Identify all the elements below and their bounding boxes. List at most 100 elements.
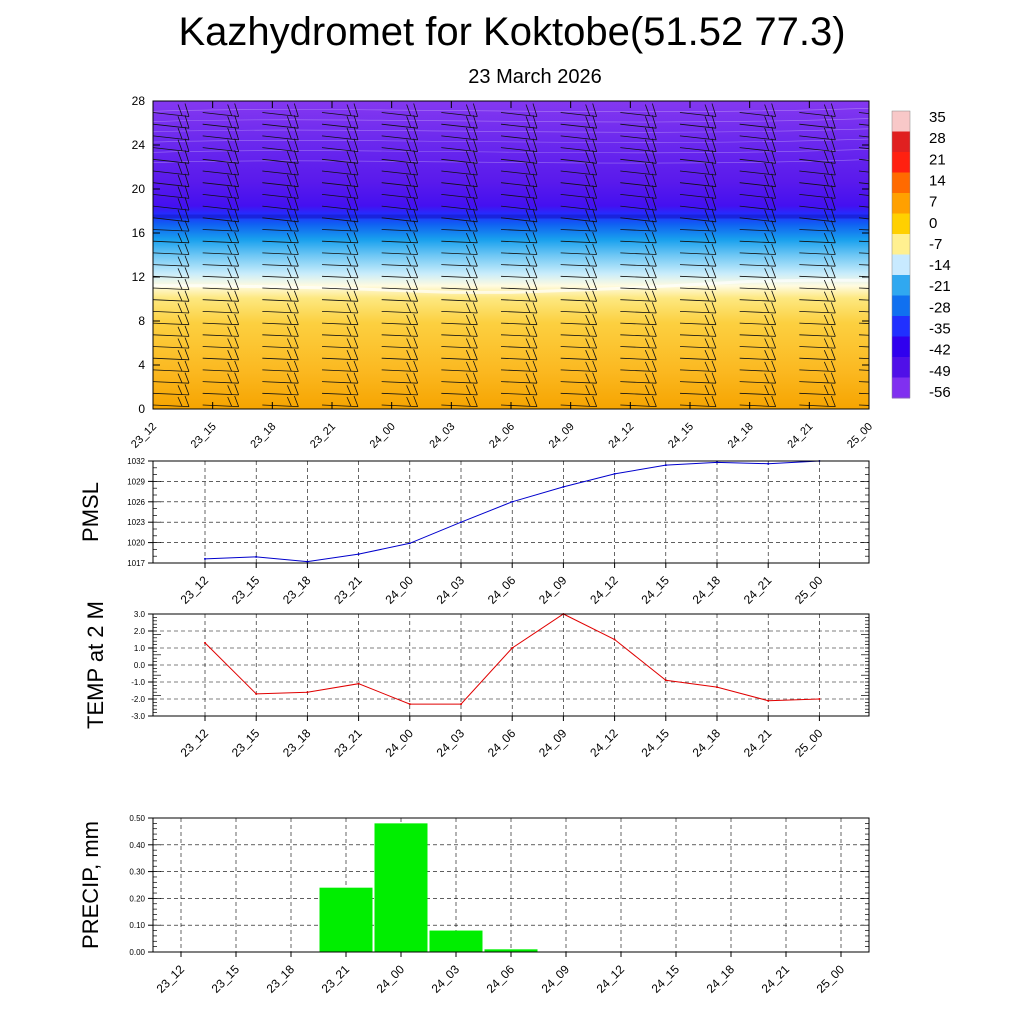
wind-barb-flag bbox=[830, 384, 836, 396]
wind-barb-flag bbox=[704, 244, 710, 255]
wind-barb-flag bbox=[884, 315, 888, 324]
wind-barb-flag bbox=[346, 314, 352, 325]
wind-barb-flag bbox=[585, 233, 591, 243]
wind-barb-flag bbox=[830, 150, 836, 164]
wind-barb-shaft bbox=[500, 392, 538, 396]
wind-barb-flag bbox=[532, 384, 538, 396]
wind-barb-flag bbox=[585, 279, 591, 290]
wind-barb-flag bbox=[651, 313, 657, 325]
wind-barb-flag bbox=[184, 360, 190, 372]
wind-barb-shaft bbox=[441, 334, 478, 337]
wind-barb-flag bbox=[346, 139, 352, 151]
wind-barb-flag bbox=[413, 267, 419, 279]
wind-barb-flag bbox=[525, 197, 531, 210]
wind-barb-flag bbox=[532, 208, 538, 222]
wind-barb-flag bbox=[585, 104, 591, 116]
wind-barb-shaft bbox=[153, 147, 190, 152]
wind-barb-flag bbox=[764, 361, 770, 372]
wind-barb-flag bbox=[472, 150, 478, 164]
wind-barb-shaft bbox=[620, 322, 657, 326]
wind-barb-flag bbox=[177, 186, 183, 198]
wind-barb-shaft bbox=[441, 229, 478, 232]
wind-barb-flag bbox=[177, 314, 183, 325]
wind-barb-flag bbox=[884, 210, 888, 221]
wind-barb-flag bbox=[177, 361, 183, 372]
colorbar-swatch bbox=[892, 295, 910, 317]
wind-barb-shaft bbox=[799, 357, 836, 361]
wind-barb-shaft bbox=[381, 369, 418, 372]
wind-barb-shaft bbox=[858, 217, 869, 220]
wind-barb-flag bbox=[830, 290, 836, 302]
colorbar-label: 35 bbox=[929, 109, 946, 126]
wind-barb-flag bbox=[704, 116, 710, 128]
wind-barb-shaft bbox=[262, 392, 299, 396]
wind-barb-flag bbox=[234, 115, 240, 129]
wind-barb-shaft bbox=[381, 357, 418, 361]
pmsl-panel: 1017 1020 1023 1026 1029 1032 23_12 23_15 23_18 2… bbox=[78, 457, 870, 607]
data-point bbox=[511, 647, 514, 649]
wind-barb-shaft bbox=[500, 381, 538, 384]
wind-barb-flag bbox=[830, 161, 836, 176]
wind-barb-shaft bbox=[560, 404, 597, 407]
wind-barb-flag bbox=[884, 128, 888, 139]
wind-barb-flag bbox=[353, 196, 359, 211]
y-tick-label: 24 bbox=[132, 138, 146, 152]
wind-barb-flag bbox=[651, 384, 657, 396]
wind-barb-flag bbox=[532, 232, 538, 243]
wind-barb-flag bbox=[823, 326, 829, 337]
wind-barb-flag bbox=[525, 116, 531, 128]
wind-barb-flag bbox=[711, 384, 717, 396]
wind-barb-shaft bbox=[858, 287, 869, 289]
wind-barb-flag bbox=[413, 185, 419, 199]
wind-barb-shaft bbox=[620, 112, 657, 117]
wind-barb-flag bbox=[293, 103, 299, 117]
wind-barb-flag bbox=[644, 326, 650, 337]
wind-barb-flag bbox=[644, 256, 650, 266]
wind-barb-flag bbox=[823, 104, 829, 116]
x-tick-label: 25_00 bbox=[792, 726, 826, 760]
colorbar: 35 28 21 14 7 0 -7 -14 -21 -28 -35 -42 -49 -56 bbox=[891, 109, 951, 401]
panel-frame bbox=[152, 613, 870, 717]
temperature-contour bbox=[153, 149, 869, 154]
wind-barb-flag bbox=[884, 397, 888, 406]
wind-barb-flag bbox=[353, 313, 359, 325]
wind-barb-flag bbox=[413, 138, 419, 152]
wind-barb-flag bbox=[711, 185, 717, 199]
x-tick-label: 24_09 bbox=[547, 421, 577, 451]
wind-barb-flag bbox=[346, 338, 352, 348]
data-point bbox=[664, 679, 667, 682]
wind-barb-flag bbox=[406, 174, 412, 186]
wind-barb-flag bbox=[346, 256, 352, 266]
wind-barb-flag bbox=[711, 243, 717, 255]
wind-barb-shaft bbox=[799, 275, 836, 279]
wind-barb-flag bbox=[644, 291, 650, 302]
wind-barb-flag bbox=[525, 385, 531, 395]
wind-barb-shaft bbox=[153, 182, 190, 188]
wind-barb-shaft bbox=[679, 123, 717, 129]
wind-barb-flag bbox=[592, 103, 598, 117]
wind-barb-flag bbox=[234, 290, 240, 302]
wind-barb-shaft bbox=[500, 217, 538, 223]
wind-barb-flag bbox=[472, 360, 478, 372]
wind-barb-shaft bbox=[560, 135, 597, 141]
wind-barb-shaft bbox=[560, 264, 597, 267]
wind-barb-flag bbox=[234, 302, 240, 314]
precip-bar bbox=[319, 887, 373, 952]
wind-barb-flag bbox=[346, 291, 352, 302]
wind-barb-flag bbox=[704, 162, 710, 175]
wind-barb-shaft bbox=[321, 182, 359, 188]
wind-barb-flag bbox=[592, 360, 598, 372]
wind-barb-flag bbox=[592, 302, 598, 314]
wind-barb-shaft bbox=[679, 194, 717, 199]
wind-barb-flag bbox=[293, 290, 299, 302]
wind-barb-flag bbox=[823, 197, 829, 210]
wind-barb-flag bbox=[532, 349, 538, 360]
x-tick-label: 24_09 bbox=[536, 726, 570, 760]
wind-barb-shaft bbox=[679, 357, 717, 361]
wind-barb-shaft bbox=[620, 194, 657, 199]
wind-barb-shaft bbox=[202, 112, 239, 117]
wind-barb-flag bbox=[465, 373, 471, 383]
wind-barb-shaft bbox=[739, 112, 776, 117]
wind-barb-flag bbox=[465, 291, 471, 302]
wind-barb-flag bbox=[651, 255, 657, 267]
